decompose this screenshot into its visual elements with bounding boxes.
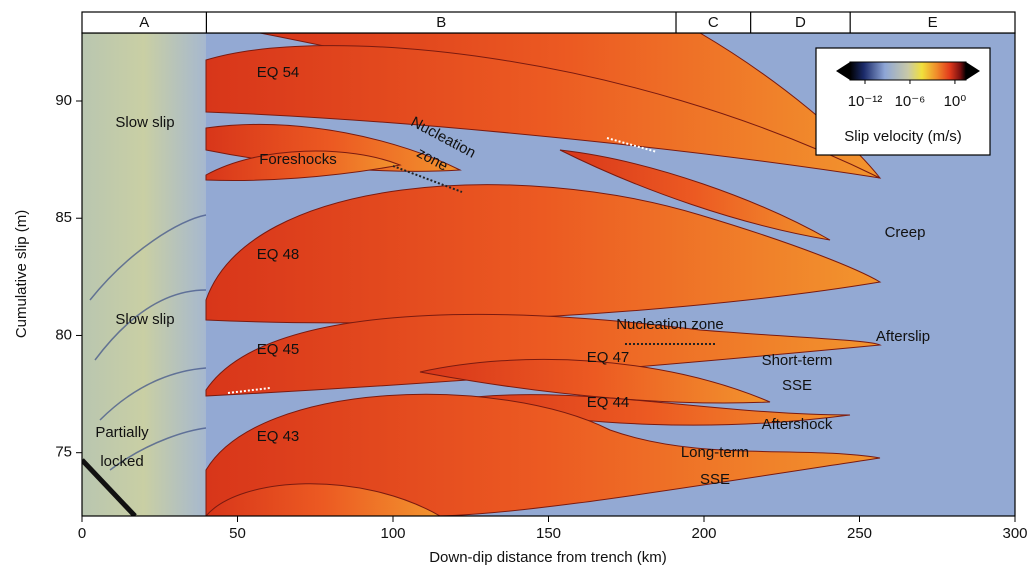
region-label: E [928, 14, 938, 31]
annotation: EQ 43 [257, 428, 300, 445]
region-label: B [436, 14, 446, 31]
annotation: Nucleation zone [616, 316, 724, 333]
x-tick-label: 0 [78, 525, 86, 542]
region-label: D [795, 14, 806, 31]
annotation: EQ 47 [587, 349, 630, 366]
colorbar [849, 61, 967, 81]
y-tick-label: 85 [55, 209, 72, 226]
annotation: Slow slip [115, 311, 174, 328]
annotation: locked [100, 453, 143, 470]
annotation: EQ 54 [257, 64, 300, 81]
annotation: Foreshocks [259, 151, 337, 168]
x-tick-label: 100 [380, 525, 405, 542]
colorbar-label: Slip velocity (m/s) [844, 128, 962, 145]
colorbar-tick-label: 10⁻¹² [848, 93, 883, 110]
annotation: SSE [782, 377, 812, 394]
x-tick-label: 50 [229, 525, 246, 542]
y-axis-label: Cumulative slip (m) [13, 210, 30, 338]
colorbar-tick-label: 10⁻⁶ [895, 93, 926, 110]
annotation: Slow slip [115, 114, 174, 131]
annotation: Short-term [762, 352, 833, 369]
x-tick-label: 250 [847, 525, 872, 542]
annotation: Creep [885, 224, 926, 241]
annotation: EQ 45 [257, 341, 300, 358]
colorbar-tick-label: 10⁰ [944, 93, 967, 110]
annotation: SSE [700, 471, 730, 488]
annotation: Long-term [681, 444, 749, 461]
y-tick-label: 75 [55, 444, 72, 461]
annotation: Aftershock [762, 416, 833, 433]
annotation: Afterslip [876, 328, 930, 345]
annotation: Partially [95, 424, 149, 441]
colorbar-extend [836, 62, 850, 80]
x-tick-label: 300 [1002, 525, 1027, 542]
annotation: EQ 44 [587, 394, 630, 411]
colorbar-extend [966, 62, 980, 80]
region-band [81, 11, 1016, 34]
y-tick-label: 80 [55, 326, 72, 343]
region-label: A [139, 14, 149, 31]
x-tick-label: 200 [691, 525, 716, 542]
x-axis-label: Down-dip distance from trench (km) [429, 549, 667, 566]
annotation: EQ 48 [257, 246, 300, 263]
y-tick-label: 90 [55, 92, 72, 109]
x-tick-label: 150 [536, 525, 561, 542]
region-label: C [708, 14, 719, 31]
